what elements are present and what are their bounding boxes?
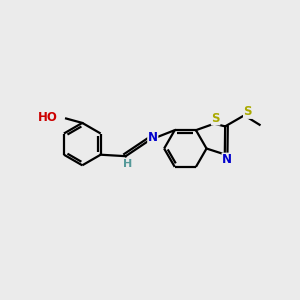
- Text: N: N: [148, 130, 158, 143]
- Text: S: S: [212, 112, 220, 125]
- Text: HO: HO: [38, 110, 58, 124]
- Text: N: N: [222, 153, 232, 166]
- Text: H: H: [122, 159, 132, 170]
- Text: S: S: [244, 105, 252, 118]
